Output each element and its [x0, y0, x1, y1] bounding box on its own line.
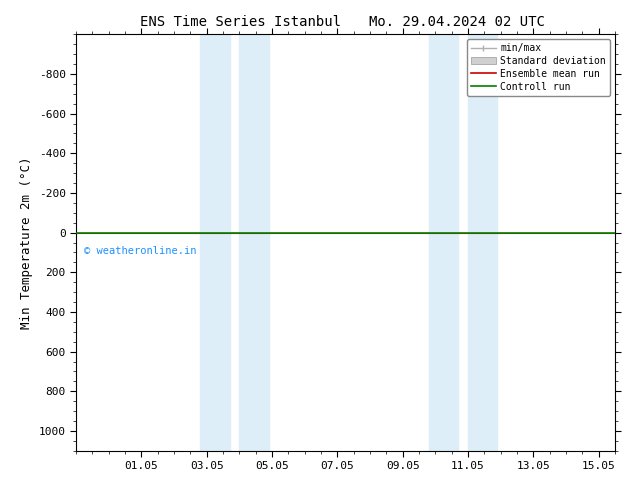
Bar [240, 34, 269, 451]
Text: ENS Time Series Istanbul: ENS Time Series Istanbul [140, 15, 342, 29]
Bar [429, 34, 458, 451]
Text: © weatheronline.in: © weatheronline.in [84, 246, 197, 256]
Legend: min/max, Standard deviation, Ensemble mean run, Controll run: min/max, Standard deviation, Ensemble me… [467, 39, 610, 96]
Bar [468, 34, 498, 451]
Text: Mo. 29.04.2024 02 UTC: Mo. 29.04.2024 02 UTC [368, 15, 545, 29]
Y-axis label: Min Temperature 2m (°C): Min Temperature 2m (°C) [20, 156, 33, 329]
Bar [200, 34, 230, 451]
